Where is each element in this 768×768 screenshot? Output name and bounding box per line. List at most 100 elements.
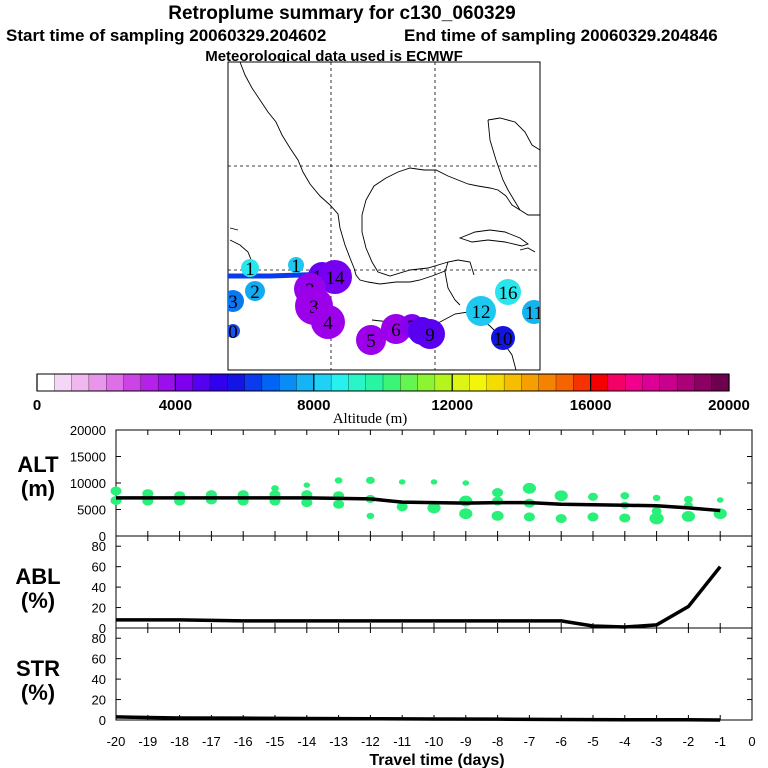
x-tick-label: -9	[460, 734, 472, 749]
map-marker-dot	[522, 300, 540, 324]
abl-series-line	[116, 565, 722, 629]
y-tick-label: 5000	[77, 503, 106, 518]
y-tick-label: 40	[92, 672, 106, 687]
x-tick-label: -18	[170, 734, 189, 749]
x-tick-label: -5	[587, 734, 599, 749]
colorbar-cell	[625, 373, 644, 392]
colorbar-cell	[140, 373, 159, 392]
altitude-cluster-point	[492, 488, 504, 498]
altitude-mean-line	[116, 496, 721, 513]
y-tick-label: 0	[99, 621, 106, 636]
y-tick-label: 10000	[70, 476, 106, 491]
colorbar-cell	[88, 373, 107, 392]
colorbar-cell	[296, 373, 315, 392]
y-tick-label: 80	[92, 631, 106, 646]
met-data-label: Meteorological data used is ECMWF	[205, 48, 463, 65]
colorbar-cell	[555, 373, 574, 392]
map-marker: 16	[495, 279, 521, 305]
altitude-cluster-point	[684, 495, 693, 504]
colorbar-cell	[503, 373, 522, 392]
map-marker-label: 10	[494, 329, 513, 350]
colorbar-label: Altitude (m)	[333, 411, 408, 427]
altitude-cluster-point	[333, 499, 345, 509]
altitude-cluster-point	[142, 489, 154, 499]
y-axis-label: (%)	[21, 588, 55, 613]
colorbar-cell	[521, 373, 540, 392]
colorbar-cell	[227, 373, 246, 392]
altitude-cluster-point	[398, 479, 406, 485]
map-marker-label: 4	[323, 313, 333, 334]
map-marker-dot	[415, 319, 445, 349]
map-marker-label: 9	[425, 325, 435, 346]
map-marker-dot	[356, 325, 386, 355]
x-tick-label: -14	[297, 734, 316, 749]
colorbar-cell	[279, 373, 298, 392]
map-marker: 4	[311, 305, 345, 339]
altitude-cluster-point	[396, 502, 408, 512]
y-tick-label: 80	[92, 539, 106, 554]
map-marker: 14	[318, 260, 352, 294]
map-marker-label: 14	[326, 268, 346, 289]
altitude-cluster-point	[491, 510, 504, 521]
map-marker: 11	[522, 300, 540, 324]
altitude-cluster-point	[587, 512, 599, 522]
altitude-cluster-point	[334, 477, 343, 484]
y-tick-label: 40	[92, 580, 106, 595]
colorbar-cell	[400, 373, 419, 392]
map-marker-dot	[491, 326, 515, 350]
map-marker: 9	[415, 319, 445, 349]
x-tick-label: 0	[748, 734, 755, 749]
colorbar-cell	[157, 373, 176, 392]
y-axis-label: (m)	[21, 476, 55, 501]
y-tick-label: 15000	[70, 450, 106, 465]
figure-title: Retroplume summary for c130_060329	[168, 3, 515, 24]
map-marker-dot	[466, 296, 496, 326]
map-marker: 10	[491, 326, 515, 350]
colorbar-cell	[607, 373, 626, 392]
map-marker-label: 5	[366, 331, 376, 352]
altitude-cluster-point	[681, 510, 696, 522]
colorbar-cell	[244, 373, 263, 392]
map-marker: 12	[466, 296, 496, 326]
start-time-label: Start time of sampling 20060329.204602	[6, 26, 326, 45]
x-tick-label: -7	[524, 734, 536, 749]
map-marker-dot	[228, 290, 244, 312]
map-marker-dot	[318, 260, 352, 294]
map-marker-dot	[495, 279, 521, 305]
colorbar-cell	[452, 373, 471, 392]
colorbar-cell	[486, 373, 505, 392]
map-marker-label: 16	[499, 283, 518, 304]
y-axis-label: (%)	[21, 680, 55, 705]
colorbar-cell	[123, 373, 142, 392]
colorbar-cell	[106, 373, 125, 392]
map-marker-dot	[311, 305, 345, 339]
x-tick-label: -8	[492, 734, 504, 749]
map-marker-label: 0	[228, 322, 238, 343]
colorbar-cell	[711, 373, 730, 392]
map-marker-label: 1	[245, 259, 255, 280]
y-axis-label: ABL	[15, 564, 60, 589]
altitude-cluster-point	[716, 497, 724, 503]
altitude-cluster-point	[652, 494, 661, 501]
altitude-cluster-point	[588, 492, 598, 501]
y-tick-label: 0	[99, 529, 106, 544]
altitude-cluster-point	[110, 486, 122, 496]
x-tick-label: -2	[683, 734, 695, 749]
colorbar-cell	[676, 373, 695, 392]
altitude-cluster-point	[427, 502, 441, 514]
altitude-colorbar: 0 4000 8000 12000 16000 20000 Altitude (m)	[33, 373, 750, 427]
x-tick-label: -4	[619, 734, 631, 749]
x-tick-label: -10	[425, 734, 444, 749]
x-tick-label: -17	[202, 734, 221, 749]
map-marker-label: 3	[228, 292, 238, 313]
colorbar-cell	[659, 373, 678, 392]
x-tick-label: -12	[361, 734, 380, 749]
colorbar-cell	[382, 373, 401, 392]
altitude-cluster-point	[555, 514, 567, 524]
x-tick-label: -19	[138, 734, 157, 749]
x-axis-label: Travel time (days)	[369, 752, 504, 768]
altitude-cluster-point	[619, 513, 631, 523]
colorbar-cell	[417, 373, 436, 392]
map-gridlines	[228, 62, 540, 370]
